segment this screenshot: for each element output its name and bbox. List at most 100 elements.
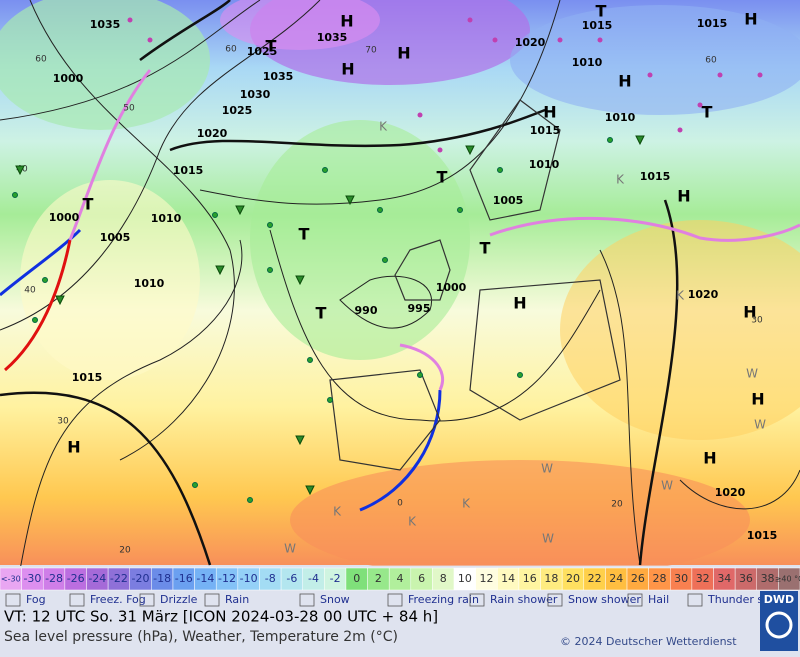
pressure-center: H xyxy=(618,72,631,91)
air-mass-label: K xyxy=(616,173,625,187)
weather-legend-icon xyxy=(5,593,21,607)
pressure-center: H xyxy=(513,294,526,313)
pressure-center: T xyxy=(299,225,310,244)
rain-symbol xyxy=(607,137,613,143)
weather-legend-icon xyxy=(139,593,155,607)
legend-cell-label: -12 xyxy=(218,572,236,585)
rain-symbol xyxy=(327,397,333,403)
legend-cell-label: 26 xyxy=(631,572,645,585)
rain-symbol xyxy=(457,207,463,213)
legend-cell-label: 24 xyxy=(609,572,623,585)
isobar-label: 1000 xyxy=(53,72,84,85)
isobar-label: 1030 xyxy=(240,88,271,101)
rain-symbol xyxy=(377,207,383,213)
air-mass-label: W xyxy=(542,532,554,546)
valid-time: VT: 12 UTC So. 31 März [ICON 2024-03-28 … xyxy=(4,608,438,626)
temperature-label: 60 xyxy=(35,55,47,65)
weather-legend-icon xyxy=(299,593,315,607)
air-mass-label: K xyxy=(333,505,342,519)
isobar-label: 990 xyxy=(355,304,378,317)
snow-dot xyxy=(437,147,443,153)
legend-cell-label: -8 xyxy=(265,572,276,585)
weather-legend-label: Freez. Fog xyxy=(90,593,146,606)
shower-symbol xyxy=(15,165,25,176)
legend-cell-label: 22 xyxy=(588,572,602,585)
legend-cell-label: -18 xyxy=(153,572,171,585)
isobar-label: 1015 xyxy=(72,371,103,384)
pressure-center: H xyxy=(744,10,757,29)
snow-dot xyxy=(677,127,683,133)
rain-symbol xyxy=(417,372,423,378)
isobar-label: 1000 xyxy=(436,281,467,294)
isobar-label: 1015 xyxy=(640,170,671,183)
legend-cell-label: 10 xyxy=(458,572,472,585)
snow-dot xyxy=(417,112,423,118)
temperature-label: 60 xyxy=(705,56,717,66)
isobar-label: 1035 xyxy=(317,31,348,44)
isobar-label: 1005 xyxy=(493,194,524,207)
isobar-label: 1015 xyxy=(582,19,613,32)
rain-symbol xyxy=(12,192,18,198)
isobar-label: 1025 xyxy=(222,104,253,117)
weather-legend-label: Freezing rain xyxy=(408,593,479,606)
shower-symbol xyxy=(235,205,245,216)
pressure-center: H xyxy=(341,60,354,79)
legend-cell-label: -22 xyxy=(110,572,128,585)
shower-symbol xyxy=(635,135,645,146)
pressure-center: T xyxy=(266,37,277,56)
legend-cell-label: -4 xyxy=(308,572,319,585)
pressure-center: T xyxy=(702,103,713,122)
rain-symbol xyxy=(212,212,218,218)
weather-legend-label: Rain shower xyxy=(490,593,558,606)
air-mass-label: W xyxy=(746,367,758,381)
rain-symbol xyxy=(267,267,273,273)
subtitle: Sea level pressure (hPa), Weather, Tempe… xyxy=(4,629,398,645)
legend-cell-label: ≥40 °C xyxy=(775,575,800,584)
rain-symbol xyxy=(32,317,38,323)
legend-cell-label: 14 xyxy=(501,572,515,585)
rain-symbol xyxy=(382,257,388,263)
isobar-label: 1035 xyxy=(263,70,294,83)
legend-cell-label: 0 xyxy=(353,572,360,585)
legend-cell-label: -20 xyxy=(132,572,150,585)
pressure-center: H xyxy=(677,187,690,206)
isobar-label: 1010 xyxy=(529,158,560,171)
legend-cell-label: 36 xyxy=(739,572,753,585)
pressure-center: T xyxy=(480,239,491,258)
legend-cell-label: -10 xyxy=(240,572,258,585)
shower-symbol xyxy=(305,485,315,496)
air-mass-label: W xyxy=(754,418,766,432)
air-mass-label: K xyxy=(408,515,417,529)
isobar-label: 1005 xyxy=(100,231,131,244)
rain-symbol xyxy=(497,167,503,173)
legend-cell-label: 28 xyxy=(652,572,666,585)
legend-cell-label: <-30 xyxy=(1,575,21,584)
pressure-center: H xyxy=(397,44,410,63)
rain-symbol xyxy=(307,357,313,363)
weather-legend-label: Snow xyxy=(320,593,350,606)
rain-symbol xyxy=(267,222,273,228)
isobar-label: 1020 xyxy=(197,127,228,140)
pressure-center: H xyxy=(543,103,556,122)
isobar-label: 995 xyxy=(408,302,431,315)
legend-cell-label: 6 xyxy=(418,572,425,585)
isobar-label: 1015 xyxy=(747,529,778,542)
pressure-center: T xyxy=(316,304,327,323)
weather-legend-label: Hail xyxy=(648,593,669,606)
logo-swirl xyxy=(765,611,793,639)
rain-symbol xyxy=(42,277,48,283)
legend-cell-label: -30 xyxy=(23,572,41,585)
isobar-label: 1015 xyxy=(530,124,561,137)
rain-symbol xyxy=(517,372,523,378)
legend-cell-label: -2 xyxy=(330,572,341,585)
shower-symbol xyxy=(295,275,305,286)
isobar-label: 1020 xyxy=(515,36,546,49)
temperature-label: 20 xyxy=(119,546,131,556)
isobar-label: 1010 xyxy=(572,56,603,69)
weather-legend-icon xyxy=(204,593,220,607)
air-mass-label: K xyxy=(462,497,471,511)
snow-dot xyxy=(127,17,133,23)
snow-dot xyxy=(647,72,653,78)
weather-legend-icon xyxy=(687,593,703,607)
